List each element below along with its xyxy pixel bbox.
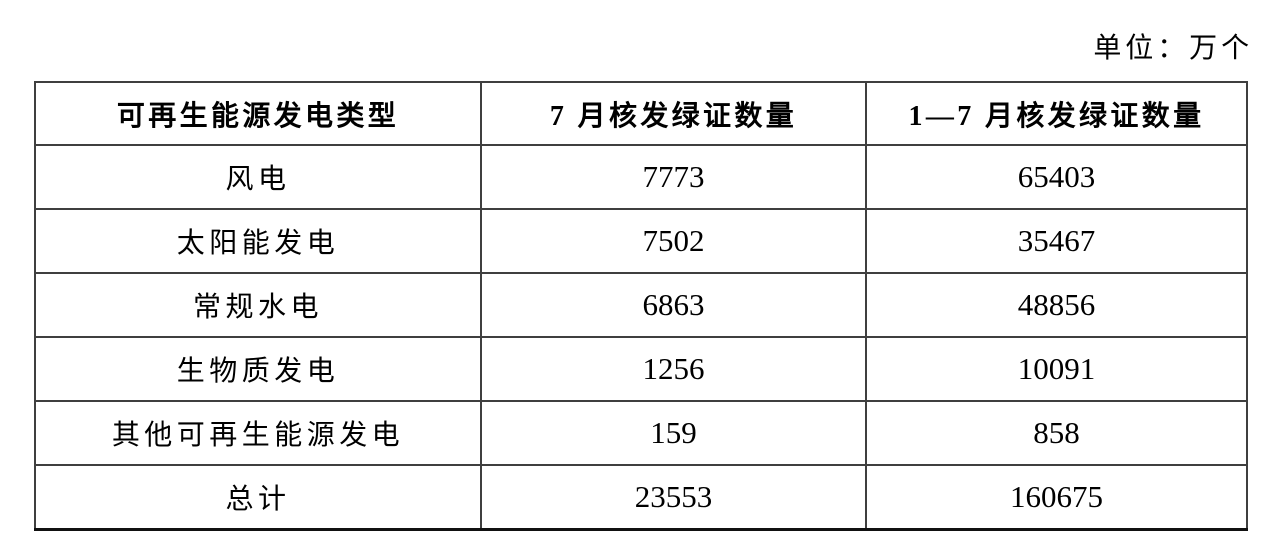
jan-jul-value-cell: 35467 bbox=[865, 208, 1248, 274]
category-cell: 生物质发电 bbox=[34, 336, 482, 402]
jan-jul-value-cell: 858 bbox=[865, 400, 1248, 466]
table-row-other: 其他可再生能源发电 159 858 bbox=[34, 400, 1248, 466]
header-energy-type: 可再生能源发电类型 bbox=[34, 81, 482, 146]
category-cell: 风电 bbox=[34, 144, 482, 210]
jan-jul-value-cell: 10091 bbox=[865, 336, 1248, 402]
category-cell: 太阳能发电 bbox=[34, 208, 482, 274]
header-row: 可再生能源发电类型 7 月核发绿证数量 1—7 月核发绿证数量 bbox=[34, 81, 1248, 146]
july-value-cell: 159 bbox=[480, 400, 867, 466]
table-body: 风电 7773 65403 太阳能发电 7502 35467 常规水电 6863… bbox=[34, 144, 1248, 530]
table-row-solar: 太阳能发电 7502 35467 bbox=[34, 208, 1248, 274]
unit-label: 单位：万个 bbox=[1093, 33, 1253, 64]
july-value-cell: 1256 bbox=[480, 336, 867, 402]
header-july-count: 7 月核发绿证数量 bbox=[480, 81, 867, 146]
july-value-cell: 7773 bbox=[480, 144, 867, 210]
table-row-biomass: 生物质发电 1256 10091 bbox=[34, 336, 1248, 402]
green-certificate-table: 可再生能源发电类型 7 月核发绿证数量 1—7 月核发绿证数量 风电 7773 … bbox=[34, 81, 1248, 531]
july-value-cell: 6863 bbox=[480, 272, 867, 338]
category-cell: 其他可再生能源发电 bbox=[34, 400, 482, 466]
jan-jul-value-cell: 65403 bbox=[865, 144, 1248, 210]
jan-jul-value-cell: 160675 bbox=[865, 464, 1248, 530]
category-cell: 常规水电 bbox=[34, 272, 482, 338]
table-header: 可再生能源发电类型 7 月核发绿证数量 1—7 月核发绿证数量 bbox=[34, 81, 1248, 146]
header-jan-jul-count: 1—7 月核发绿证数量 bbox=[865, 81, 1248, 146]
table-row-total: 总计 23553 160675 bbox=[34, 464, 1248, 530]
july-value-cell: 23553 bbox=[480, 464, 867, 530]
table-row-hydro: 常规水电 6863 48856 bbox=[34, 272, 1248, 338]
category-cell: 总计 bbox=[34, 464, 482, 530]
table-row-wind: 风电 7773 65403 bbox=[34, 144, 1248, 210]
jan-jul-value-cell: 48856 bbox=[865, 272, 1248, 338]
july-value-cell: 7502 bbox=[480, 208, 867, 274]
